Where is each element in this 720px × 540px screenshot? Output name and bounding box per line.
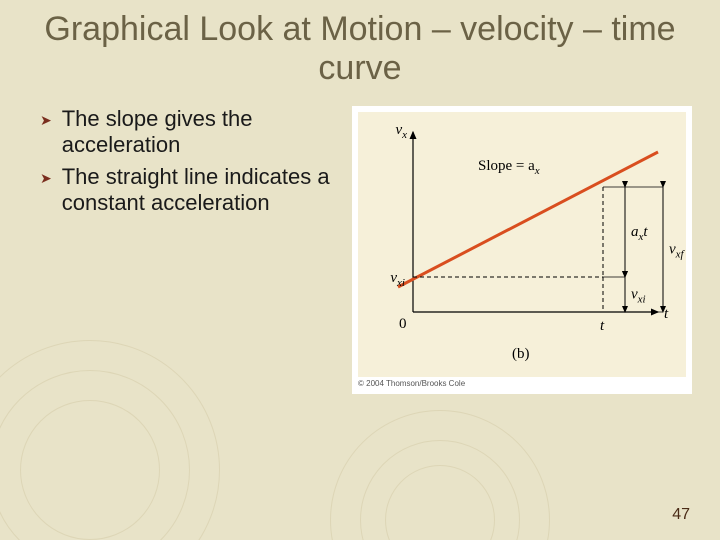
bullet-arrow-icon: ➤	[40, 170, 52, 216]
figure-credit: © 2004 Thomson/Brooks Cole	[358, 379, 686, 388]
slide: Graphical Look at Motion – velocity – ti…	[0, 0, 720, 540]
bg-swirl	[360, 440, 520, 540]
velocity-time-chart: vx 0 t t Slope = ax vxi axt vxi vxf (b)	[358, 112, 686, 372]
bullet-text: The slope gives the acceleration	[62, 106, 340, 158]
bullet-item: ➤ The straight line indicates a constant…	[40, 164, 340, 216]
bg-swirl	[20, 400, 160, 540]
svg-text:(b): (b)	[512, 346, 530, 362]
svg-text:Slope = ax: Slope = ax	[478, 158, 540, 177]
bullet-item: ➤ The slope gives the acceleration	[40, 106, 340, 158]
svg-text:vxi: vxi	[390, 270, 405, 289]
bullet-list: ➤ The slope gives the acceleration ➤ The…	[40, 106, 340, 222]
svg-text:t: t	[600, 318, 605, 334]
figure-panel: vx 0 t t Slope = ax vxi axt vxi vxf (b)	[358, 112, 686, 377]
bg-swirl	[385, 465, 495, 540]
bullet-arrow-icon: ➤	[40, 112, 52, 158]
svg-text:vxi: vxi	[631, 287, 646, 306]
slide-title: Graphical Look at Motion – velocity – ti…	[40, 10, 680, 88]
svg-text:0: 0	[399, 316, 407, 332]
svg-text:vxf: vxf	[669, 242, 686, 261]
svg-text:t: t	[664, 306, 669, 322]
bg-swirl	[0, 370, 190, 540]
bullet-text: The straight line indicates a constant a…	[62, 164, 340, 216]
svg-text:axt: axt	[631, 224, 648, 243]
figure-container: vx 0 t t Slope = ax vxi axt vxi vxf (b) © 2004 Th…	[352, 106, 692, 394]
svg-text:vx: vx	[395, 122, 407, 141]
bg-swirl	[330, 410, 550, 540]
page-number: 47	[672, 506, 690, 524]
content-row: ➤ The slope gives the acceleration ➤ The…	[40, 106, 680, 394]
